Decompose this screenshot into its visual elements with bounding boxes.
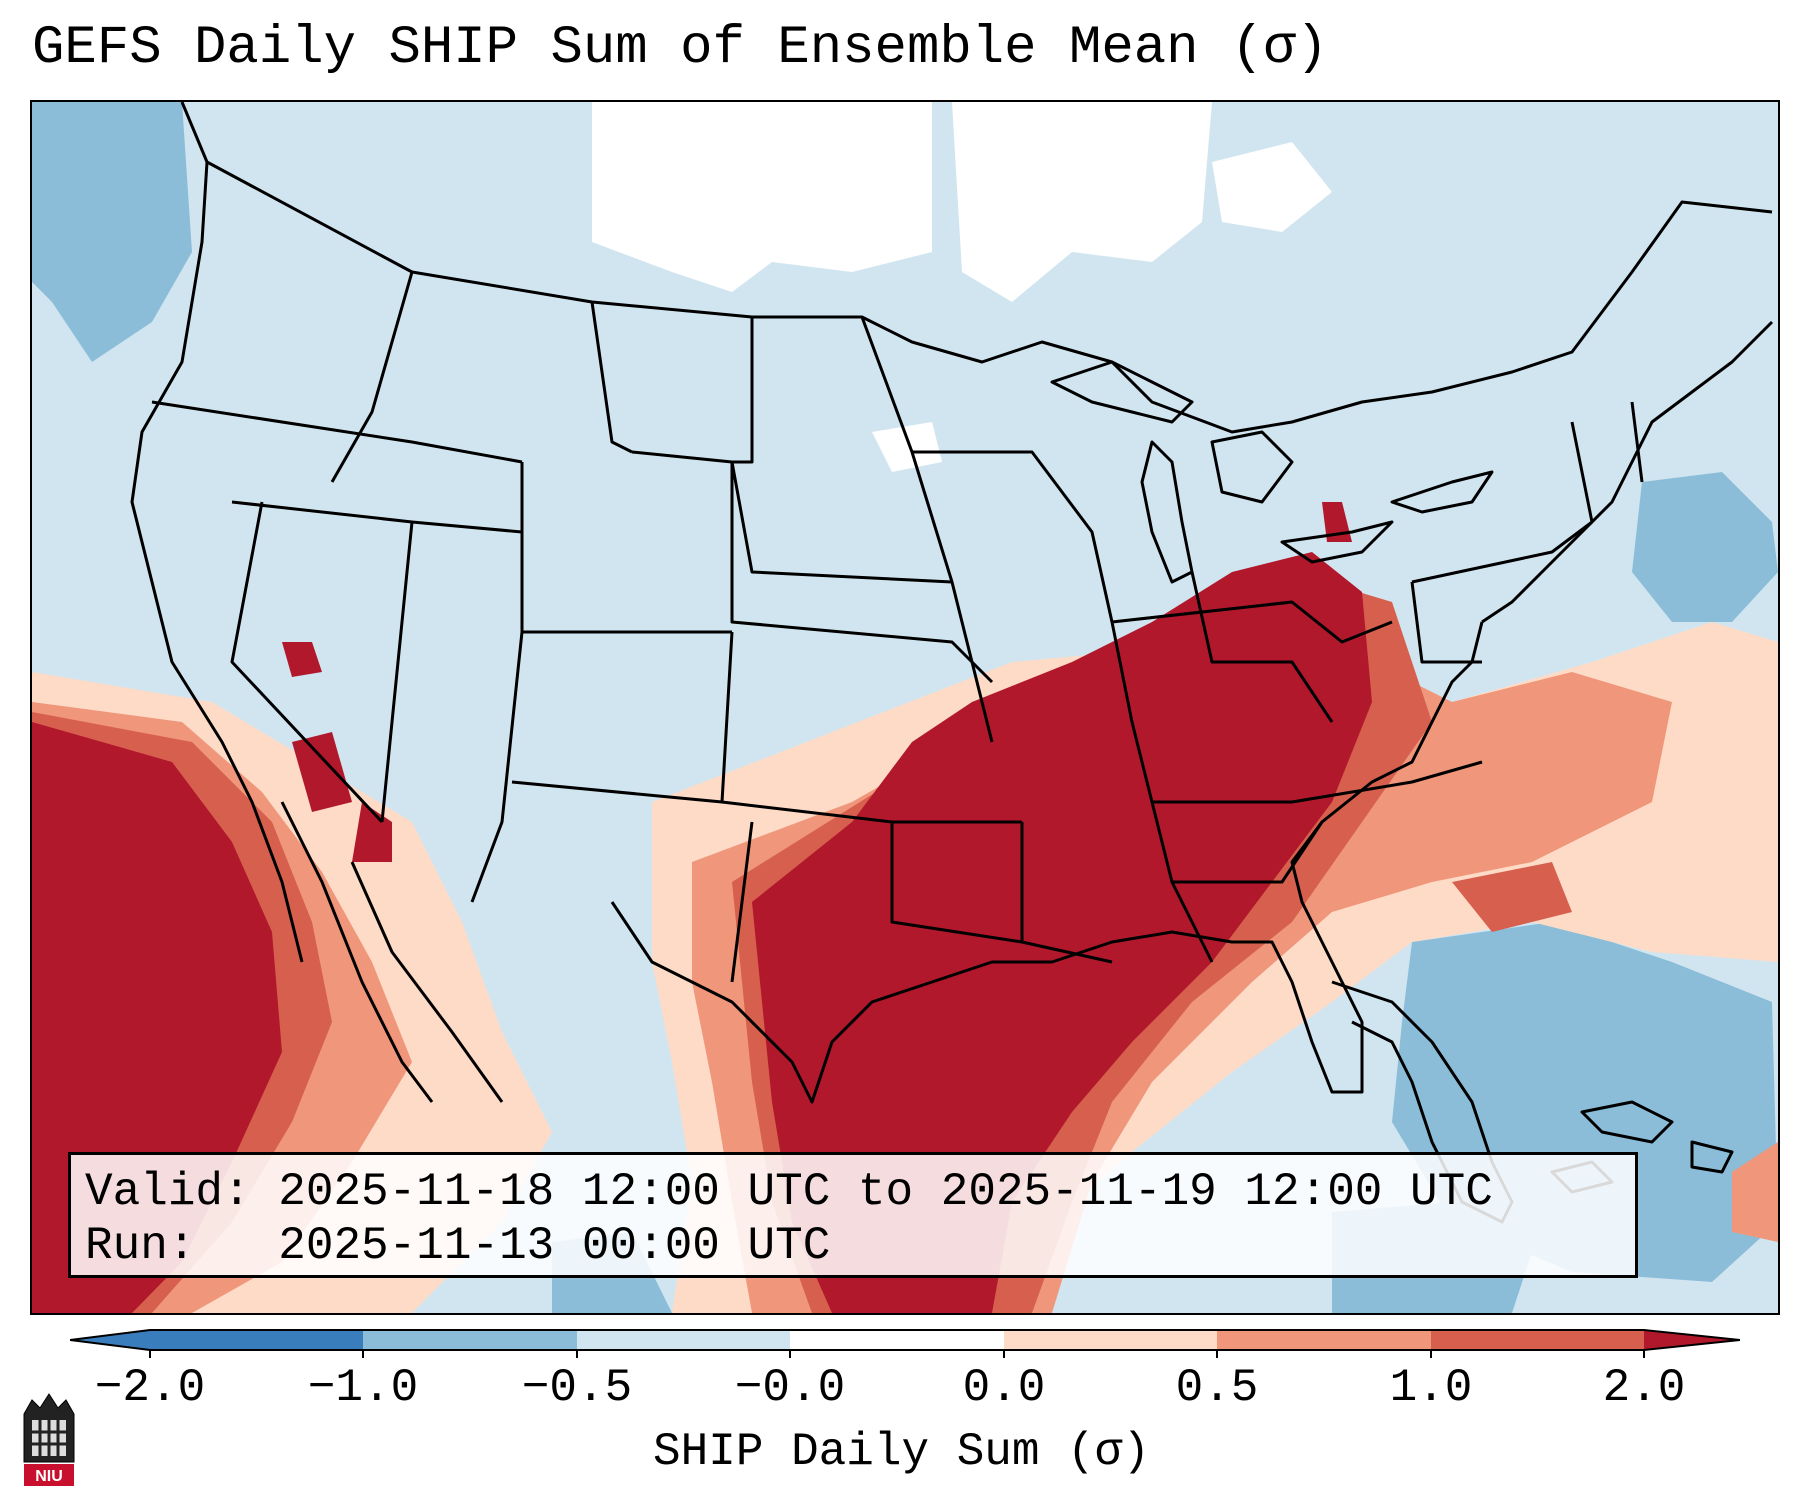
colorbar-segment	[363, 1330, 577, 1350]
colorbar-segment	[1004, 1330, 1217, 1350]
chart-title: GEFS Daily SHIP Sum of Ensemble Mean (σ)	[32, 18, 1329, 79]
map-frame: Valid: 2025-11-18 12:00 UTC to 2025-11-1…	[30, 100, 1780, 1315]
colorbar-tick-label: −0.5	[521, 1362, 633, 1414]
colorbar-tick-label: −2.0	[94, 1362, 206, 1414]
colorbar-segment	[1431, 1330, 1644, 1350]
colorbar-tick-label: 0.5	[1175, 1362, 1259, 1414]
colorbar-tick-label: 0.0	[962, 1362, 1046, 1414]
niu-logo: NIU	[23, 1393, 75, 1486]
colorbar-tick-label: −1.0	[307, 1362, 419, 1414]
colorbar-tick-label: 2.0	[1602, 1362, 1686, 1414]
colorbar-tick-label: −0.0	[734, 1362, 846, 1414]
colorbar-segment	[790, 1330, 1004, 1350]
colorbar-extend-high	[1644, 1330, 1740, 1350]
colorbar	[70, 1329, 1740, 1358]
run-line: Run: 2025-11-13 00:00 UTC	[85, 1220, 831, 1272]
colorbar-segment	[150, 1330, 363, 1350]
colorbar-tick-label: 1.0	[1389, 1362, 1473, 1414]
valid-line: Valid: 2025-11-18 12:00 UTC to 2025-11-1…	[85, 1166, 1493, 1218]
colorbar-label: SHIP Daily Sum (σ)	[653, 1426, 1150, 1478]
geographic-boundaries	[130, 102, 1774, 1224]
neutral-patches	[32, 102, 1332, 1313]
valid-info-box: Valid: 2025-11-18 12:00 UTC to 2025-11-1…	[68, 1152, 1638, 1278]
map-svg	[32, 102, 1778, 1313]
colorbar-segment	[1217, 1330, 1431, 1350]
colorbar-tick-marks	[149, 1350, 1645, 1358]
niu-logo-text: NIU	[35, 1468, 63, 1485]
colorbar-extend-low	[70, 1330, 150, 1350]
colorbar-segment	[577, 1330, 790, 1350]
